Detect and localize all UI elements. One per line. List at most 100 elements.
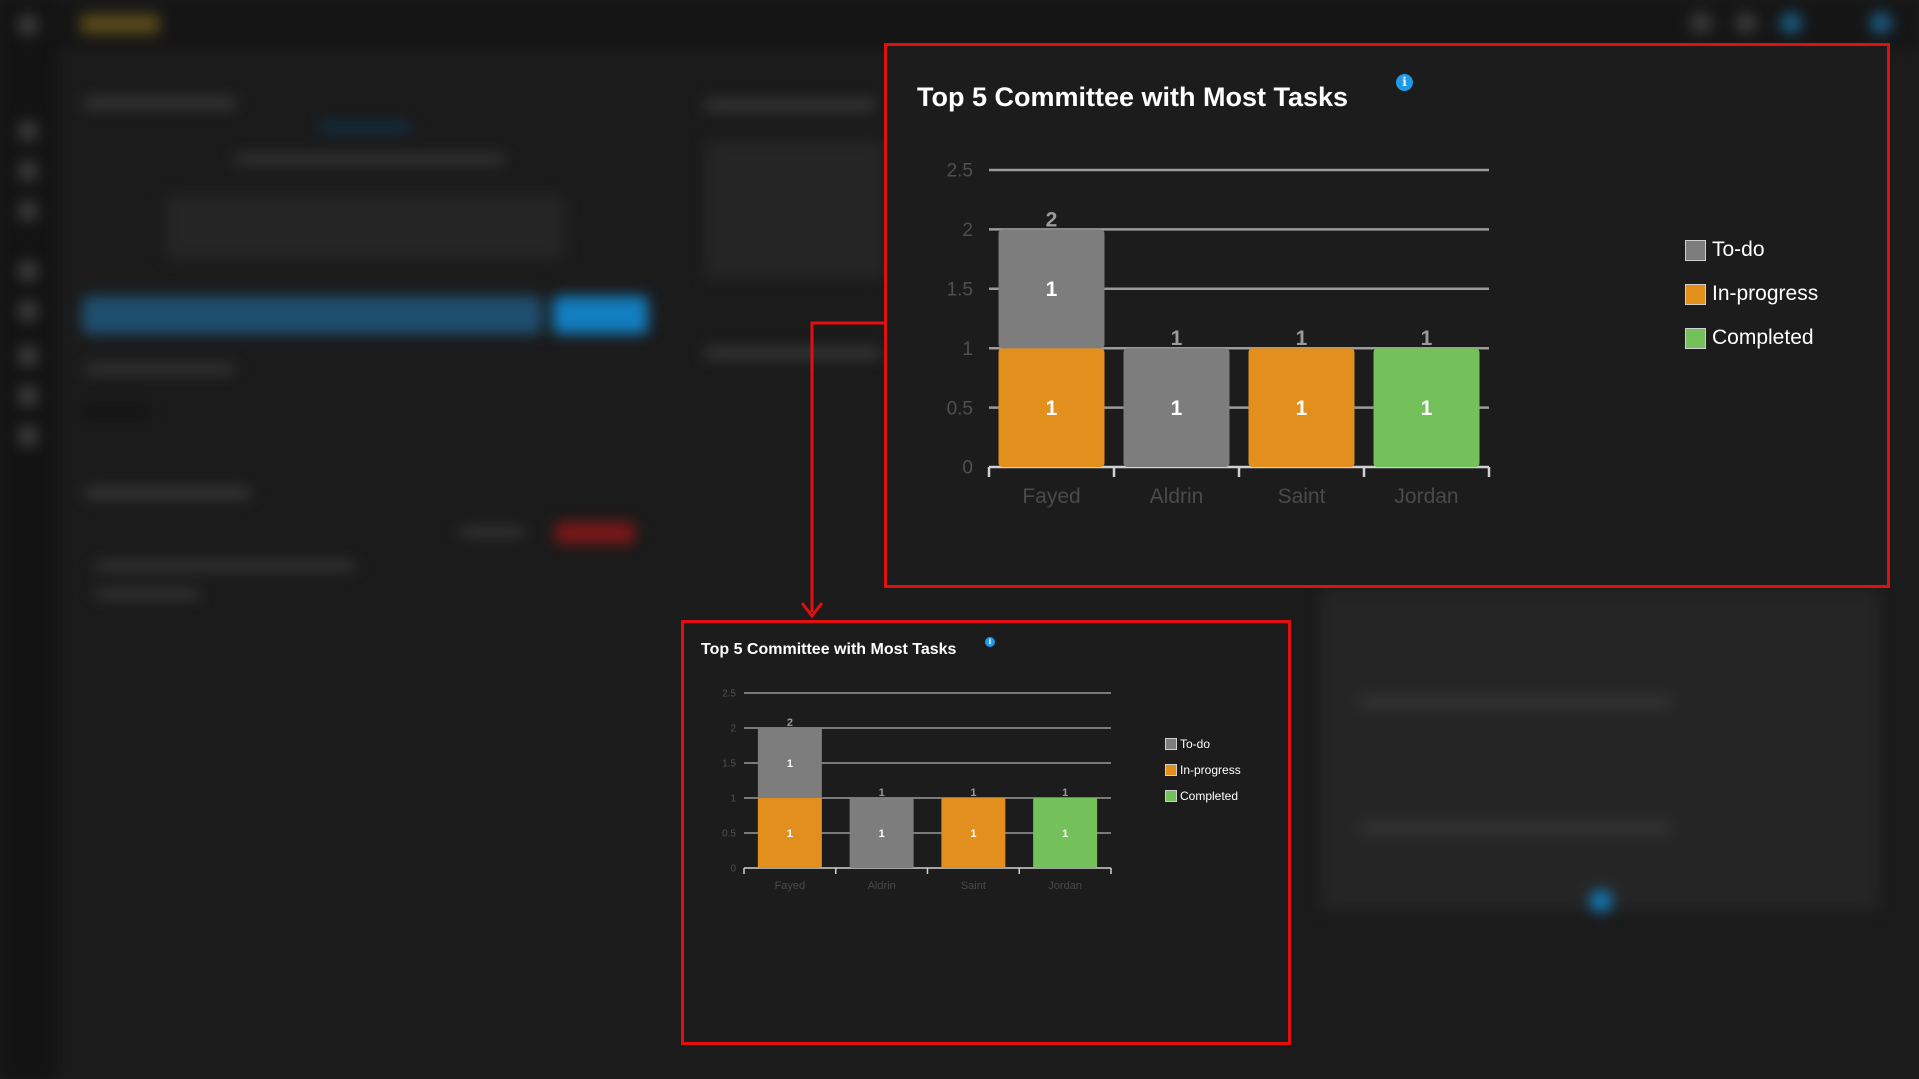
input-field bbox=[82, 296, 542, 334]
chart-widget: Top 5 Committee with Most Tasks i 0 0.5 1 1… bbox=[681, 620, 1291, 1045]
legend-label: Completed bbox=[1180, 789, 1239, 803]
sidebar-icon bbox=[17, 260, 39, 282]
text-line bbox=[460, 528, 525, 536]
chart-callout-zoomed: Top 5 Committee with Most Tasks i 0 0.5 1 1… bbox=[884, 43, 1890, 588]
y-tick-label: 2.5 bbox=[722, 689, 736, 700]
text-line bbox=[95, 562, 355, 570]
section-heading bbox=[705, 348, 880, 358]
bar-value-label: 1 bbox=[1171, 397, 1183, 420]
info-icon[interactable]: i bbox=[985, 637, 995, 647]
legend-item-completed[interactable]: Completed bbox=[1685, 316, 1818, 360]
bar-segment-completed[interactable] bbox=[1033, 798, 1098, 868]
logo bbox=[80, 14, 160, 34]
bar-total-label: 1 bbox=[1421, 327, 1433, 350]
chart-legend: To-do In-progress Completed bbox=[1685, 228, 1818, 360]
info-icon[interactable]: i bbox=[1396, 74, 1413, 91]
bar-total-label: 2 bbox=[1046, 208, 1058, 231]
bar-segment-to-do[interactable] bbox=[1123, 348, 1230, 467]
sidebar-icon bbox=[17, 200, 39, 222]
bar-total-label: 1 bbox=[970, 787, 976, 799]
text-line bbox=[85, 365, 235, 373]
bar-segment-to-do[interactable] bbox=[998, 229, 1105, 349]
topbar-icon bbox=[1735, 12, 1757, 34]
sidebar-icon bbox=[17, 385, 39, 407]
legend-label: In-progress bbox=[1180, 763, 1241, 777]
menu-icon bbox=[17, 14, 39, 36]
bar-value-label: 1 bbox=[879, 828, 885, 840]
legend-item-completed[interactable]: Completed bbox=[1165, 783, 1241, 809]
bar-segment-in-progress[interactable] bbox=[941, 798, 1006, 868]
y-tick-label: 0.5 bbox=[722, 829, 736, 840]
section-heading bbox=[85, 488, 250, 498]
bar-segment-in-progress[interactable] bbox=[757, 798, 822, 868]
legend-swatch bbox=[1165, 764, 1177, 776]
y-tick-label: 1.5 bbox=[722, 759, 736, 770]
section-heading bbox=[705, 100, 875, 110]
legend-swatch bbox=[1165, 738, 1177, 750]
bar-value-label: 1 bbox=[970, 828, 976, 840]
x-category-label: Jordan bbox=[1394, 485, 1458, 508]
x-category-label: Fayed bbox=[775, 880, 806, 892]
y-tick-label: 0 bbox=[962, 458, 973, 479]
legend-item-to-do[interactable]: To-do bbox=[1165, 731, 1241, 757]
card bbox=[705, 140, 885, 280]
bar-total-label: 2 bbox=[787, 717, 793, 729]
bar-chart: 0 0.5 1 1.5 2 2.5 1 1 2 Fayed 1 1 Aldrin 1 1 Saint 1 1 Jor… bbox=[722, 689, 1112, 892]
bar-chart: 0 0.5 1 1.5 2 2.5 1 1 2 Fayed 1 1 Aldrin 1 1 Saint 1 1 Jor… bbox=[947, 161, 1491, 508]
sidebar-icon bbox=[17, 345, 39, 367]
y-tick-label: 0 bbox=[730, 864, 736, 875]
legend-item-in-progress[interactable]: In-progress bbox=[1685, 272, 1818, 316]
bar-value-label: 1 bbox=[1046, 278, 1058, 301]
y-tick-label: 0.5 bbox=[947, 398, 973, 419]
bar-total-label: 1 bbox=[1296, 327, 1308, 350]
chart-title: Top 5 Committee with Most Tasks bbox=[701, 641, 957, 658]
legend-swatch bbox=[1685, 239, 1706, 261]
text-line bbox=[1360, 698, 1670, 706]
legend-swatch bbox=[1685, 283, 1706, 305]
topbar-icon bbox=[1690, 12, 1712, 34]
x-category-label: Saint bbox=[961, 880, 986, 892]
bar-value-label: 1 bbox=[1296, 397, 1308, 420]
section-heading bbox=[85, 98, 235, 108]
card bbox=[1320, 590, 1880, 910]
bar-value-label: 1 bbox=[1062, 828, 1068, 840]
bar-segment-to-do[interactable] bbox=[757, 728, 822, 798]
bar-segment-in-progress[interactable] bbox=[1248, 348, 1355, 467]
legend-swatch bbox=[1165, 790, 1177, 802]
legend-label: Completed bbox=[1712, 326, 1814, 349]
bar-value-label: 1 bbox=[1421, 397, 1433, 420]
legend-item-in-progress[interactable]: In-progress bbox=[1165, 757, 1241, 783]
bar-segment-to-do[interactable] bbox=[849, 798, 914, 868]
pagination-dot bbox=[1590, 890, 1612, 912]
sidebar-icon bbox=[17, 160, 39, 182]
stats-block bbox=[165, 195, 565, 260]
bar-value-label: 1 bbox=[787, 758, 793, 770]
y-tick-label: 1 bbox=[730, 794, 736, 805]
bar-segment-completed[interactable] bbox=[1373, 348, 1480, 467]
x-category-label: Saint bbox=[1278, 485, 1326, 508]
y-tick-label: 1.5 bbox=[947, 279, 973, 300]
bar-total-label: 1 bbox=[1171, 327, 1183, 350]
legend-item-to-do[interactable]: To-do bbox=[1685, 228, 1818, 272]
bar-segment-in-progress[interactable] bbox=[998, 348, 1105, 467]
text-line bbox=[95, 590, 200, 598]
x-category-label: Jordan bbox=[1048, 880, 1082, 892]
bar-total-label: 1 bbox=[1062, 787, 1068, 799]
topbar-icon bbox=[1780, 12, 1802, 34]
bar-value-label: 1 bbox=[787, 828, 793, 840]
tab-indicator bbox=[320, 122, 410, 132]
blue-button bbox=[553, 296, 648, 334]
chart-title: Top 5 Committee with Most Tasks bbox=[917, 82, 1349, 112]
bar-value-label: 1 bbox=[1046, 397, 1058, 420]
sidebar-icon bbox=[17, 300, 39, 322]
text-line bbox=[235, 155, 505, 163]
text-line bbox=[80, 408, 150, 416]
legend-label: In-progress bbox=[1712, 282, 1819, 305]
bar-total-label: 1 bbox=[879, 787, 885, 799]
sidebar-icon bbox=[17, 425, 39, 447]
topbar-icon bbox=[1870, 12, 1892, 34]
legend-label: To-do bbox=[1180, 737, 1211, 751]
red-button bbox=[555, 522, 635, 544]
